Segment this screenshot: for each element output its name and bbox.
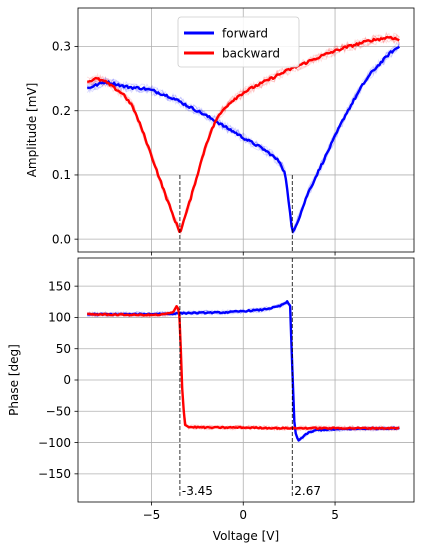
phase-axis-label: Phase [deg]	[7, 344, 21, 416]
shading-trace-backward	[87, 33, 400, 233]
phase-x-ticks: −5 0 5	[143, 502, 339, 522]
y-tick-label: −50	[46, 404, 71, 418]
y-tick-label: −150	[38, 467, 71, 481]
amplitude-axes-frame	[77, 7, 415, 253]
legend-label-forward: forward	[222, 27, 268, 41]
crossing-label: -3.45	[182, 484, 213, 498]
series-line-forward	[87, 45, 401, 233]
y-tick-label: 100	[48, 311, 71, 325]
amplitude-x-ticks	[151, 252, 336, 256]
crossing-annotations: -3.45 2.67	[182, 484, 321, 498]
crossing-label: 2.67	[294, 484, 321, 498]
y-tick-label: 0	[63, 373, 71, 387]
phase-marker-lines	[179, 258, 293, 498]
amplitude-panel: 0.0 0.1 0.2 0.3 Amplitude [mV] forward back…	[25, 7, 415, 256]
y-tick-label: 0.0	[52, 232, 71, 246]
x-tick-label: 5	[331, 508, 339, 522]
amplitude-y-ticks: 0.0 0.1 0.2 0.3	[52, 40, 78, 246]
shading-trace-forward	[87, 301, 400, 441]
shading-trace-backward	[86, 34, 400, 233]
phase-y-ticks: −150 −100 −50 0 50 100 150	[38, 279, 78, 481]
x-tick-label: 0	[239, 508, 247, 522]
x-tick-label: −5	[143, 508, 161, 522]
series-line-backward	[87, 305, 400, 430]
phase-grid	[78, 258, 414, 502]
amplitude-shading	[86, 31, 400, 237]
amplitude-lines	[87, 35, 401, 233]
amplitude-axis-label: Amplitude [mV]	[25, 83, 39, 178]
shading-trace-forward	[86, 45, 400, 236]
y-tick-label: 150	[48, 279, 71, 293]
y-tick-label: 0.3	[52, 40, 71, 54]
phase-lines	[87, 300, 400, 442]
voltage-axis-label: Voltage [V]	[213, 529, 279, 543]
legend-label-backward: backward	[222, 47, 280, 61]
y-tick-label: 50	[56, 342, 71, 356]
y-tick-label: −100	[38, 436, 71, 450]
y-tick-label: 0.2	[52, 104, 71, 118]
legend: forward backward	[177, 16, 300, 68]
series-line-backward	[87, 35, 400, 233]
amplitude-marker-lines	[179, 174, 293, 252]
y-tick-label: 0.1	[52, 168, 71, 182]
